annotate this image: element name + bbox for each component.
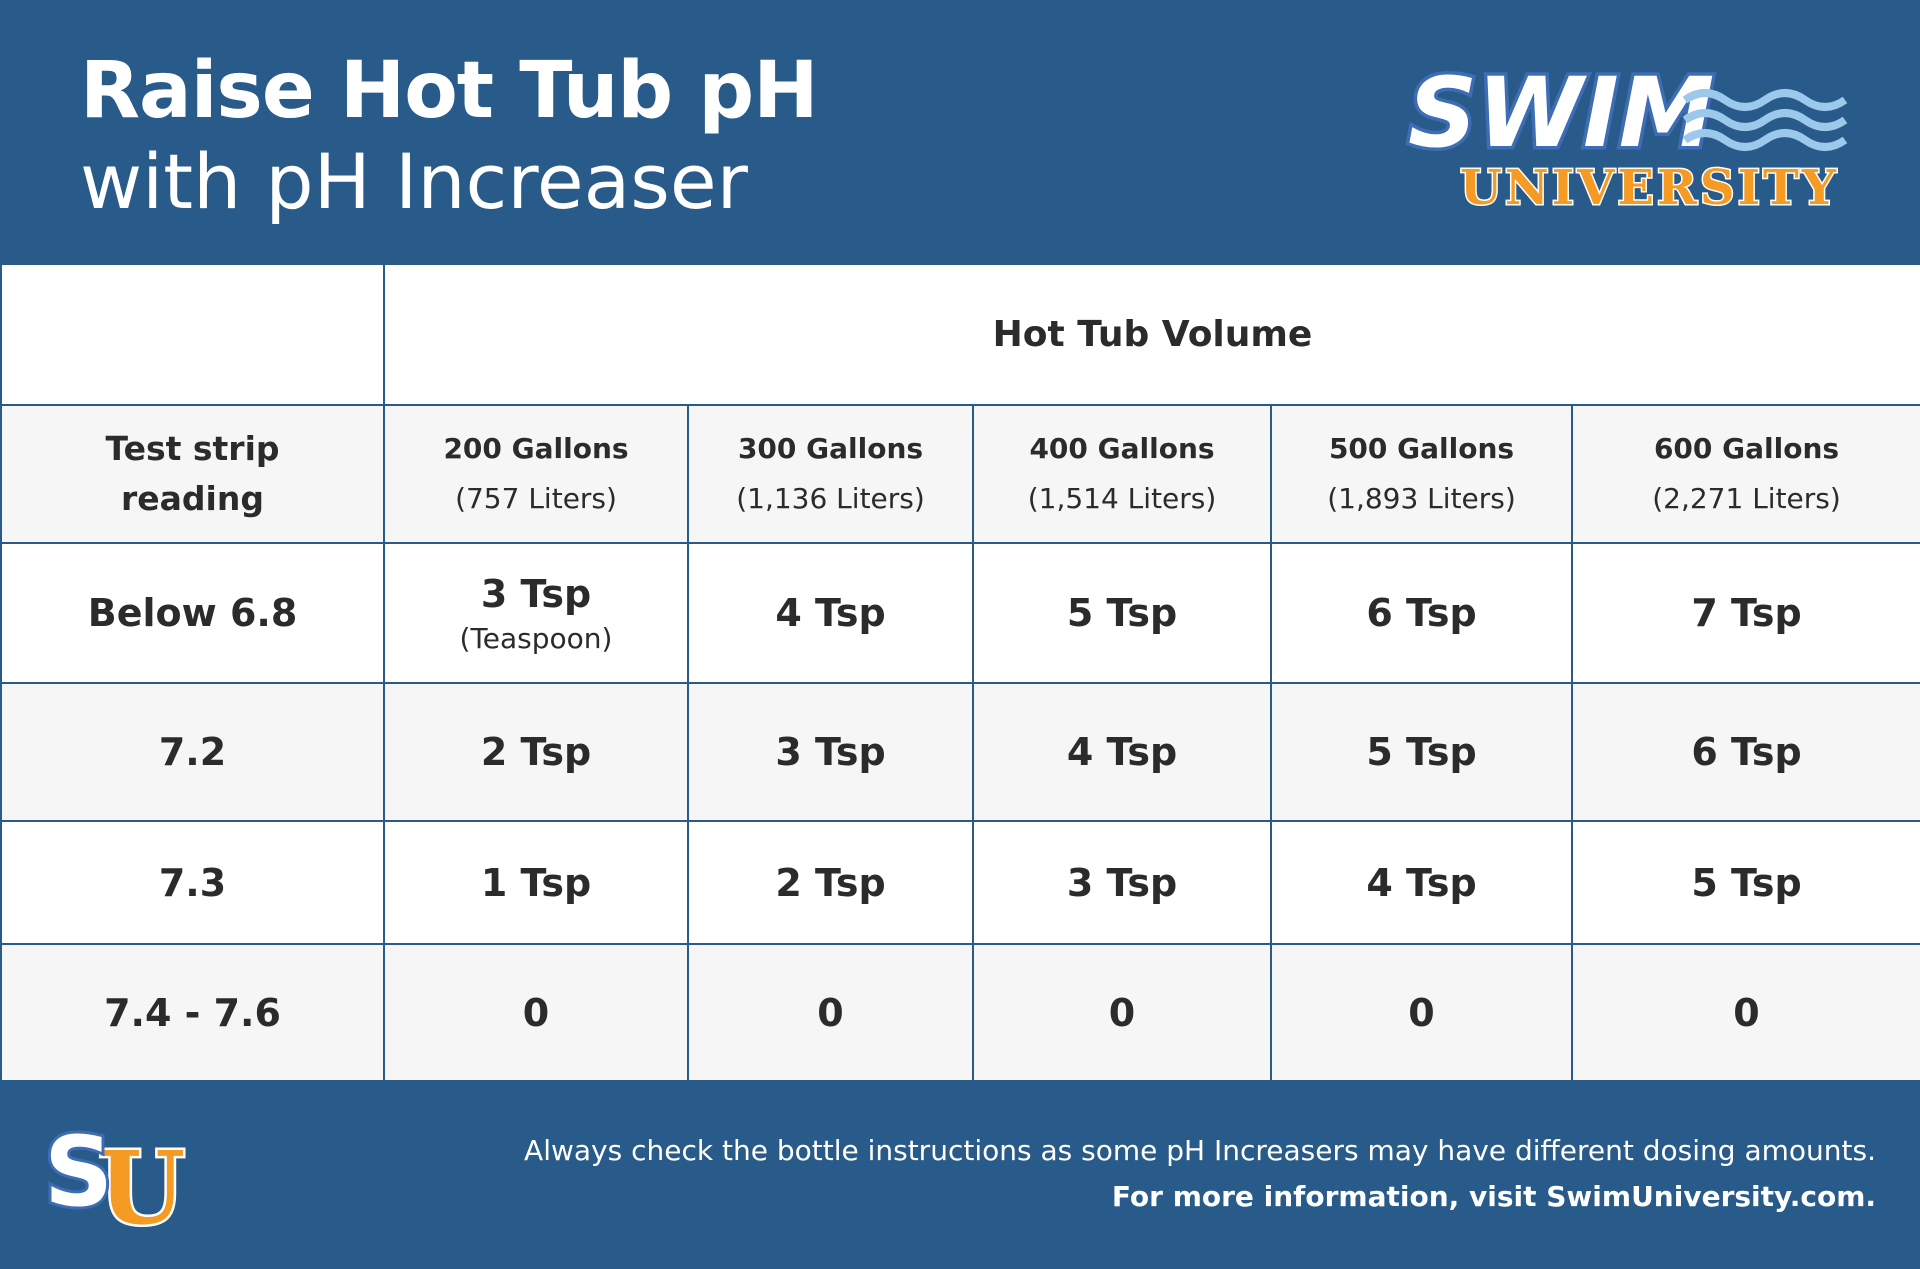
column-header: 300 Gallons (1,136 Liters) xyxy=(687,404,974,544)
footer-notes: Always check the bottle instructions as … xyxy=(524,1128,1876,1220)
dosage-table: Hot Tub Volume Test strip reading 200 Ga… xyxy=(0,263,1920,1082)
dose-cell: 0 xyxy=(1270,943,1573,1082)
column-header: 400 Gallons (1,514 Liters) xyxy=(972,404,1272,544)
reading-cell: Below 6.8 xyxy=(0,542,385,684)
disclaimer-text: Always check the bottle instructions as … xyxy=(524,1134,1876,1167)
svg-text:UNIVERSITY: UNIVERSITY xyxy=(1460,160,1839,216)
column-header: 200 Gallons (757 Liters) xyxy=(383,404,689,544)
dose-cell: 7 Tsp xyxy=(1570,542,1920,684)
svg-text:U: U xyxy=(98,1129,185,1235)
reading-cell: 7.4 - 7.6 xyxy=(0,943,385,1082)
reading-cell: 7.2 xyxy=(0,682,385,822)
title-line-2: with pH Increaser xyxy=(80,137,748,226)
dose-cell: 6 Tsp xyxy=(1570,682,1920,822)
table-row: 7.4 - 7.6 0 0 0 0 0 xyxy=(0,943,1920,1082)
dose-cell: 4 Tsp xyxy=(972,682,1272,822)
more-info-link[interactable]: For more information, visit SwimUniversi… xyxy=(1111,1180,1876,1213)
dose-cell: 0 xyxy=(1570,943,1920,1082)
dose-cell: 3 Tsp xyxy=(687,682,974,822)
dose-cell: 3 Tsp (Teaspoon) xyxy=(383,542,689,684)
dose-cell: 5 Tsp xyxy=(1270,682,1573,822)
swim-university-logo: SWIM UNIVERSITY xyxy=(1405,54,1848,218)
reading-cell: 7.3 xyxy=(0,820,385,945)
table-row: Below 6.8 3 Tsp (Teaspoon) 4 Tsp 5 Tsp 6 … xyxy=(0,542,1920,684)
dose-cell: 4 Tsp xyxy=(1270,820,1573,945)
svg-text:SWIM: SWIM xyxy=(1408,57,1714,169)
svg-text:S: S xyxy=(44,1116,113,1228)
column-header: 500 Gallons (1,893 Liters) xyxy=(1270,404,1573,544)
table-row: 7.3 1 Tsp 2 Tsp 3 Tsp 4 Tsp 5 Tsp xyxy=(0,820,1920,945)
dose-cell: 6 Tsp xyxy=(1270,542,1573,684)
column-header: 600 Gallons (2,271 Liters) xyxy=(1570,404,1920,544)
dose-cell: 0 xyxy=(687,943,974,1082)
corner-cell xyxy=(0,263,385,406)
page-title: Raise Hot Tub pH with pH Increaser xyxy=(80,46,818,228)
dose-cell: 2 Tsp xyxy=(383,682,689,822)
volume-group-header: Hot Tub Volume xyxy=(382,263,1920,406)
title-line-1: Raise Hot Tub pH xyxy=(80,46,818,136)
dose-cell: 3 Tsp xyxy=(972,820,1272,945)
dose-cell: 2 Tsp xyxy=(687,820,974,945)
dose-cell: 1 Tsp xyxy=(383,820,689,945)
su-badge-logo: U S xyxy=(41,1113,188,1235)
row-header-label: Test strip reading xyxy=(0,404,385,544)
dose-cell: 0 xyxy=(383,943,689,1082)
dose-cell: 0 xyxy=(972,943,1272,1082)
unit-note: (Teaspoon) xyxy=(459,621,613,655)
table-row: 7.2 2 Tsp 3 Tsp 4 Tsp 5 Tsp 6 Tsp xyxy=(0,682,1920,822)
dose-cell: 5 Tsp xyxy=(972,542,1272,684)
dose-cell: 5 Tsp xyxy=(1570,820,1920,945)
dose-cell: 4 Tsp xyxy=(687,542,974,684)
